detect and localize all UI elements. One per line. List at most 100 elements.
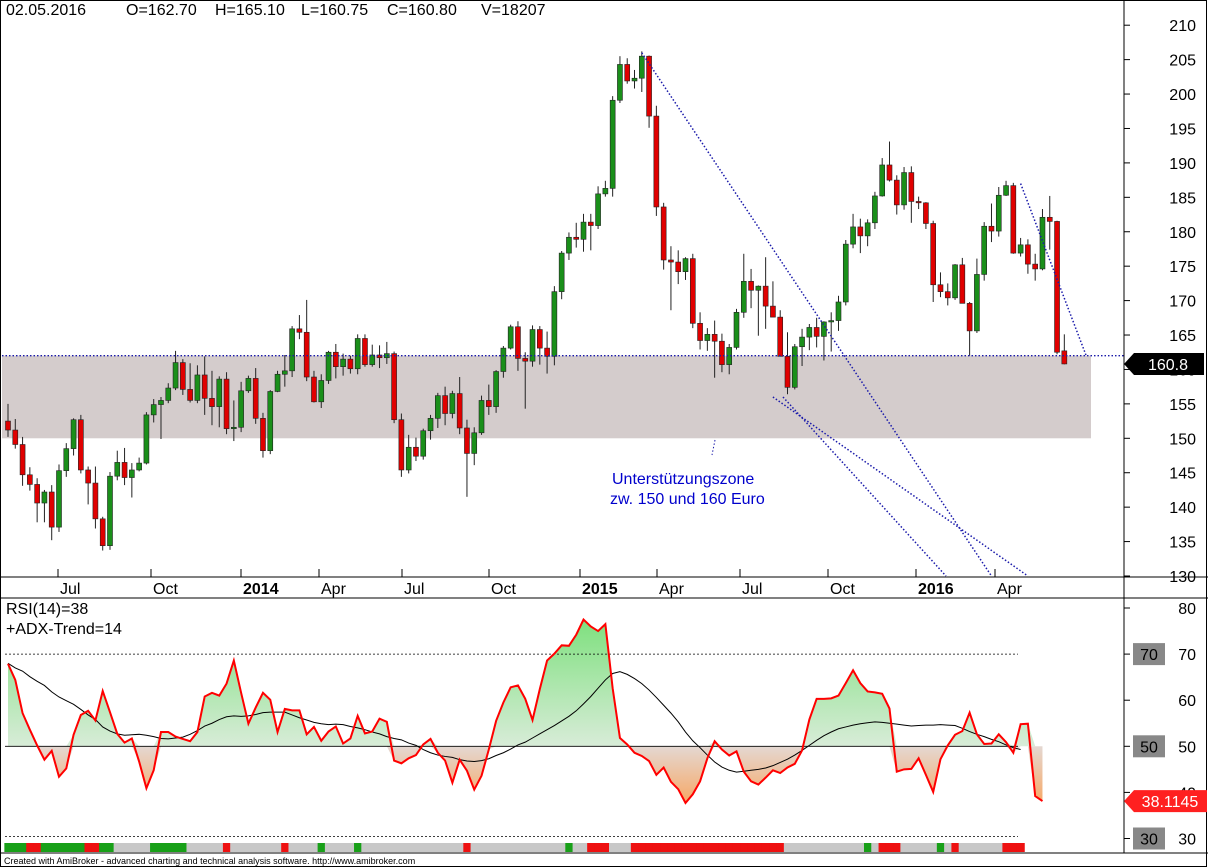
candle-body (252, 378, 259, 419)
adx-segment (193, 843, 202, 852)
adx-segment (303, 843, 311, 852)
candle (624, 58, 631, 84)
candle-body (405, 446, 412, 471)
candle (231, 400, 237, 442)
candle-body (617, 64, 623, 101)
candle-body (1017, 244, 1024, 254)
adx-segment (572, 843, 581, 852)
candle-body (937, 284, 944, 292)
adx-segment (543, 843, 552, 852)
adx-segment (368, 843, 377, 852)
candle (762, 257, 769, 329)
adx-segment (215, 843, 224, 852)
adx-segment (783, 843, 792, 852)
adx-segment (266, 843, 275, 852)
candle (733, 308, 740, 350)
candle-body (70, 419, 77, 449)
adx-segment (208, 843, 217, 852)
adx-segment (732, 843, 741, 852)
candle (813, 317, 820, 348)
candle (486, 384, 492, 415)
adx-segment (761, 843, 770, 852)
candle-body (143, 414, 150, 464)
adx-segment (470, 843, 479, 852)
adx-segment (171, 843, 180, 852)
candle-body (165, 387, 172, 401)
adx-segment (346, 843, 355, 852)
adx-segment (667, 843, 676, 852)
candle-body (799, 336, 805, 348)
adx-segment (507, 843, 515, 852)
candle-body (806, 327, 813, 338)
candle (799, 328, 805, 367)
candle (1046, 195, 1053, 250)
candle (238, 381, 244, 433)
candle-body (158, 400, 164, 405)
candle-body (420, 430, 427, 457)
candle-body (777, 316, 784, 357)
adx-segment (230, 843, 238, 852)
adx-segment (674, 843, 683, 852)
candle-body (1054, 221, 1060, 353)
header-low: L=160.75 (301, 2, 369, 19)
adx-segment (521, 843, 530, 852)
candle-body (231, 426, 237, 429)
rsi-value-tag (1124, 790, 1207, 813)
adx-segment (922, 843, 931, 852)
candle (209, 370, 215, 426)
candle (646, 55, 652, 128)
candle-body (653, 115, 660, 208)
x-tick-label: Jul (742, 581, 762, 598)
candle-body (515, 326, 521, 359)
candle-body (974, 274, 980, 332)
candle-body (376, 354, 383, 359)
adx-segment (62, 843, 71, 852)
candle (901, 167, 907, 210)
candle-body (835, 301, 842, 321)
adx-segment (842, 843, 850, 852)
header-volume: V=18207 (481, 2, 546, 19)
price-tick-label: 130 (1169, 569, 1196, 586)
candle (129, 463, 135, 498)
adx-segment (638, 843, 646, 852)
adx-segment (157, 843, 166, 852)
candle-body (187, 389, 193, 401)
candle (333, 343, 339, 379)
adx-segment (630, 843, 639, 852)
adx-segment (536, 843, 544, 852)
candle-body (551, 291, 558, 357)
candle-body (842, 243, 849, 303)
candle (711, 320, 718, 378)
candle-body (828, 320, 835, 323)
candle (216, 376, 223, 428)
candle-body (354, 338, 361, 370)
adx-segment (987, 843, 996, 852)
candle (267, 390, 274, 455)
candle (165, 383, 172, 404)
x-tick-label: 2016 (918, 581, 954, 598)
candle-body (362, 338, 368, 365)
adx-segment (91, 843, 100, 852)
candle (995, 186, 1002, 237)
candle (966, 301, 973, 356)
candle (92, 466, 99, 529)
adx-segment (332, 843, 340, 852)
candle (114, 450, 121, 481)
adx-segment (485, 843, 493, 852)
adx-segment (980, 843, 989, 852)
adx-segment (754, 843, 763, 852)
rsi-line (7, 617, 1044, 805)
candle (609, 96, 616, 197)
candle (347, 355, 354, 374)
candle-body (675, 261, 682, 272)
adx-segment (973, 843, 982, 852)
adx-segment (660, 843, 668, 852)
candle (34, 478, 40, 523)
adx-segment (375, 843, 384, 852)
candle-body (689, 258, 696, 324)
candle-body (478, 400, 485, 434)
annotation-pointer (711, 439, 716, 456)
adx-title: +ADX-Trend=14 (6, 621, 122, 638)
candle-body (537, 329, 543, 349)
